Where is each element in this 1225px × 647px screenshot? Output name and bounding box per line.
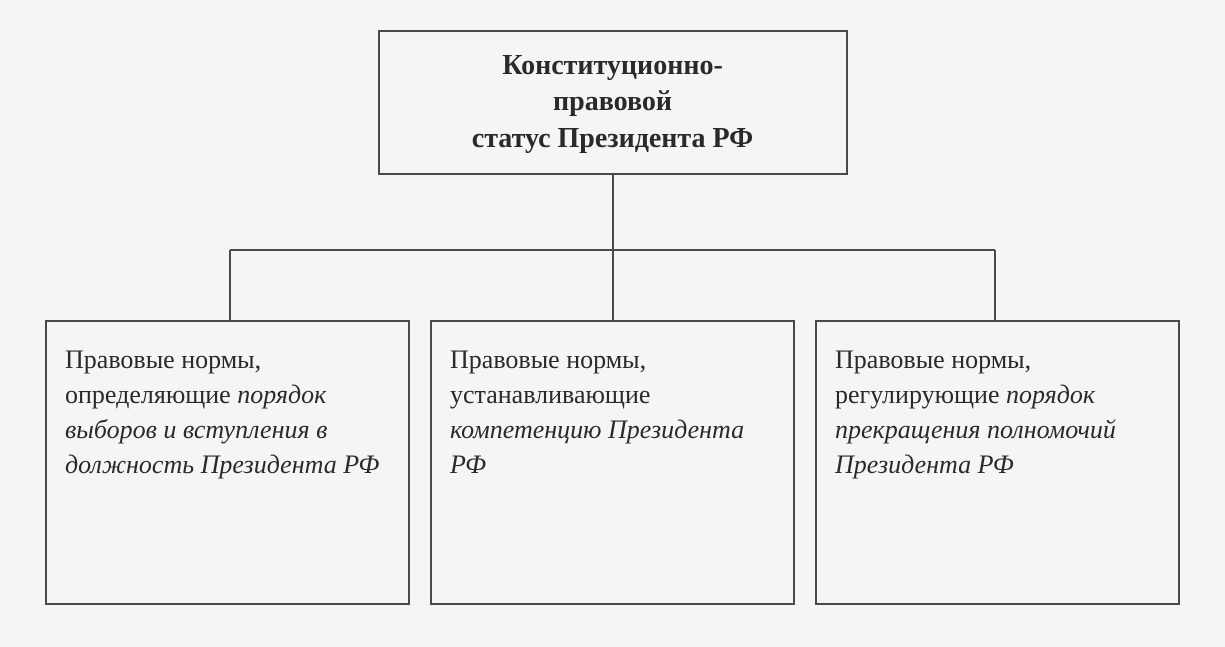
root-title-line3: статус Президента РФ — [472, 121, 753, 157]
child-2-intro: Правовые нормы, устанавливающие — [450, 345, 650, 409]
child-2-detail: компетенцию Президента РФ — [450, 415, 744, 479]
child-node-2: Правовые нормы, устанавливающие компетен… — [430, 320, 795, 605]
root-title-line2: правовой — [553, 84, 672, 120]
child-1-intro: Правовые нормы, определяющие — [65, 345, 261, 409]
child-node-1: Правовые нормы, определяющие по­рядок вы… — [45, 320, 410, 605]
root-title-line1: Конституционно- — [502, 48, 723, 84]
child-node-3: Правовые нормы, регулирующие по­рядок пр… — [815, 320, 1180, 605]
child-3-intro: Правовые нормы, регулирующие — [835, 345, 1031, 409]
root-node: Конституционно- правовой статус Президен… — [378, 30, 848, 175]
org-chart-diagram: Конституционно- правовой статус Президен… — [40, 30, 1185, 617]
children-row: Правовые нормы, определяющие по­рядок вы… — [40, 320, 1185, 605]
